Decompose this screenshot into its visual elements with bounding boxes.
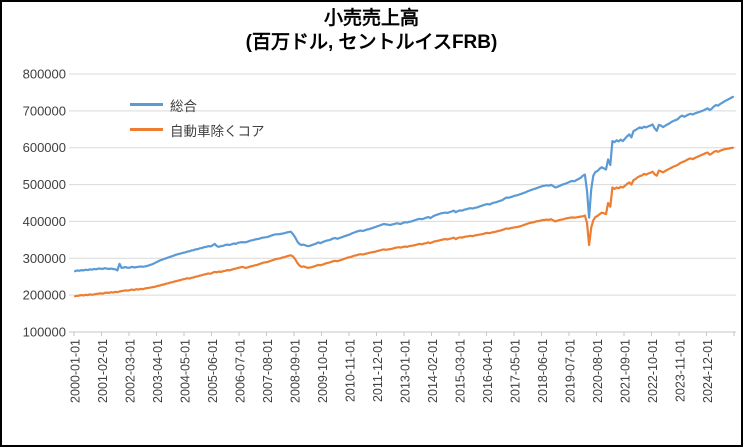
x-tick-label: 2024-12-01 bbox=[701, 339, 715, 403]
x-tick-label: 2014-02-01 bbox=[426, 339, 440, 403]
legend-label-ex-auto: 自動車除くコア bbox=[170, 123, 265, 139]
legend-line-swatch-ex-auto bbox=[130, 128, 163, 131]
x-tick-label: 2001-02-01 bbox=[96, 339, 110, 403]
y-tick-label: 100000 bbox=[23, 325, 66, 340]
legend-label-total: 総合 bbox=[170, 98, 197, 114]
x-tick-label: 2018-06-01 bbox=[536, 339, 550, 403]
x-tick-label: 2023-11-01 bbox=[674, 339, 688, 402]
x-tick-label: 2002-03-01 bbox=[124, 339, 138, 403]
x-tick-label: 2019-07-01 bbox=[564, 339, 578, 403]
legend-line-swatch-total bbox=[130, 103, 163, 106]
y-tick-label: 300000 bbox=[23, 251, 66, 266]
legend-item-ex-auto: 自動車除くコア bbox=[130, 117, 265, 142]
x-tick-label: 2007-08-01 bbox=[261, 339, 275, 403]
legend-item-total: 総合 bbox=[130, 92, 265, 117]
chart-title: 小売売上高 (百万ドル, セントルイスFRB) bbox=[2, 7, 741, 56]
series-line-ex-auto bbox=[73, 146, 735, 298]
y-tick-label: 500000 bbox=[23, 177, 66, 192]
legend: 総合 自動車除くコア bbox=[130, 92, 265, 142]
y-tick-label: 200000 bbox=[23, 288, 66, 303]
y-tick-label: 600000 bbox=[23, 140, 66, 155]
y-tick-label: 400000 bbox=[23, 214, 66, 229]
x-tick-label: 2000-01-01 bbox=[69, 339, 83, 403]
x-tick-label: 2011-12-01 bbox=[371, 339, 385, 402]
x-tick-label: 2004-05-01 bbox=[179, 339, 193, 403]
x-tick-label: 2008-09-01 bbox=[289, 339, 303, 403]
chart-title-line2: (百万ドル, セントルイスFRB) bbox=[245, 32, 498, 54]
x-tick-label: 2017-05-01 bbox=[509, 339, 523, 403]
x-tick-label: 2005-06-01 bbox=[206, 339, 220, 403]
x-tick-label: 2003-04-01 bbox=[151, 339, 165, 403]
y-tick-label: 700000 bbox=[23, 103, 66, 118]
chart-title-line1: 小売売上高 bbox=[323, 8, 419, 29]
x-tick-label: 2016-04-01 bbox=[481, 339, 495, 403]
x-tick-label: 2009-10-01 bbox=[316, 339, 330, 403]
x-tick-label: 2015-03-01 bbox=[454, 339, 468, 403]
x-tick-label: 2010-11-01 bbox=[344, 339, 358, 402]
x-tick-label: 2013-01-01 bbox=[399, 339, 413, 403]
x-tick-label: 2020-08-01 bbox=[591, 339, 605, 403]
x-tick-label: 2022-10-01 bbox=[646, 339, 660, 403]
x-tick-label: 2006-07-01 bbox=[234, 339, 248, 403]
y-tick-label: 800000 bbox=[23, 67, 66, 82]
x-tick-label: 2021-09-01 bbox=[619, 339, 633, 403]
series-line-total bbox=[73, 95, 735, 273]
